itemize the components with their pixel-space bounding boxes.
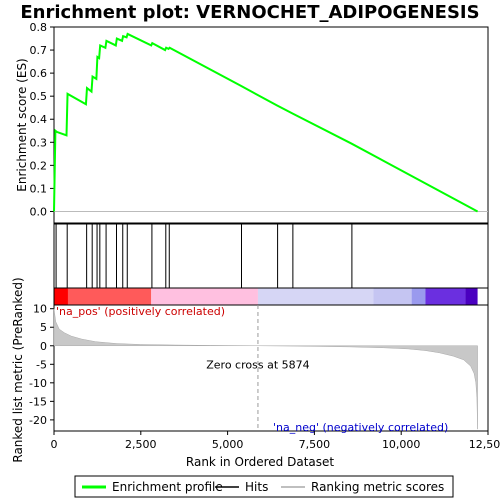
es-ytick-label: 0.0 — [30, 205, 48, 218]
metric-ytick-label: -20 — [29, 414, 47, 427]
xtick-label: 5,000 — [212, 438, 244, 451]
rank-color-bar — [54, 288, 478, 305]
xtick-label: 10,000 — [382, 438, 421, 451]
metric-ytick-label: 0 — [40, 340, 47, 353]
es-ytick-label: 0.6 — [30, 67, 48, 80]
metric-ytick-label: -10 — [29, 377, 47, 390]
hits-panel-frame — [53, 223, 489, 289]
rank-bar-panel — [53, 287, 489, 306]
rank-bar-segment — [373, 288, 412, 305]
x-axis-label: Rank in Ordered Dataset — [186, 455, 334, 469]
es-ytick-label: 0.7 — [30, 44, 48, 57]
es-ytick-label: 0.2 — [30, 159, 48, 172]
es-ylabel: Enrichment score (ES) — [15, 58, 29, 191]
legend: Enrichment profile Hits Ranking metric sco… — [74, 475, 454, 498]
rank-bar-segment — [425, 288, 466, 305]
pos-correlated-label: 'na_pos' (positively correlated) — [56, 305, 225, 318]
rank-bar-segment — [54, 288, 68, 305]
es-ytick-label: 0.4 — [30, 113, 48, 126]
legend-label: Hits — [245, 480, 268, 494]
enrichment-profile-line — [53, 32, 479, 213]
xtick-label: 7,500 — [299, 438, 331, 451]
ranking-metric-area — [53, 308, 478, 430]
metric-ytick-label: 5 — [40, 321, 47, 334]
es-ytick-label: 0.3 — [30, 136, 48, 149]
xtick-label: 12,500 — [469, 438, 500, 451]
xtick-label: 0 — [51, 438, 58, 451]
metric-ytick-label: -15 — [29, 395, 47, 408]
metric-ytick-label: -5 — [36, 358, 47, 371]
chart-title: Enrichment plot: VERNOCHET_ADIPOGENESIS — [20, 2, 479, 23]
es-panel: 0.0 0.1 0.2 0.3 0.4 0.5 0.6 0.7 0.8 Enrichment s… — [15, 21, 489, 224]
metric-y-ticks: 10 5 0 -5 -10 -15 -20 — [29, 303, 54, 427]
es-ytick-label: 0.8 — [30, 21, 48, 34]
rank-bar-segment — [54, 288, 152, 305]
hit-lines — [55, 224, 353, 288]
xtick-label: 2,500 — [125, 438, 157, 451]
x-axis: 0 2,500 5,000 7,500 10,000 12,500 — [51, 431, 500, 451]
hits-panel — [53, 223, 489, 289]
legend-label: Enrichment profile — [112, 480, 223, 494]
rank-bar-segment — [465, 288, 478, 305]
neg-correlated-label: 'na_neg' (negatively correlated) — [273, 421, 448, 434]
zero-cross-label: Zero cross at 5874 — [206, 359, 309, 372]
es-ytick-label: 0.1 — [30, 182, 48, 195]
metric-panel: 10 5 0 -5 -10 -15 -20 Zero cross at 5874 'na_p… — [11, 277, 489, 463]
es-panel-frame — [53, 26, 489, 224]
rank-bar-segment — [151, 288, 258, 305]
metric-panel-frame — [53, 304, 489, 432]
metric-ytick-label: 10 — [33, 303, 47, 316]
legend-box — [74, 475, 454, 498]
legend-label: Ranking metric scores — [311, 480, 444, 494]
rank-bar-segment — [257, 288, 374, 305]
es-y-ticks: 0.0 0.1 0.2 0.3 0.4 0.5 0.6 0.7 0.8 — [30, 21, 54, 218]
legend-items: Enrichment profile Hits Ranking metric sco… — [82, 480, 444, 494]
es-ytick-label: 0.5 — [30, 90, 48, 103]
rank-bar-segment — [411, 288, 426, 305]
metric-ylabel: Ranked list metric (PreRanked) — [11, 277, 25, 462]
